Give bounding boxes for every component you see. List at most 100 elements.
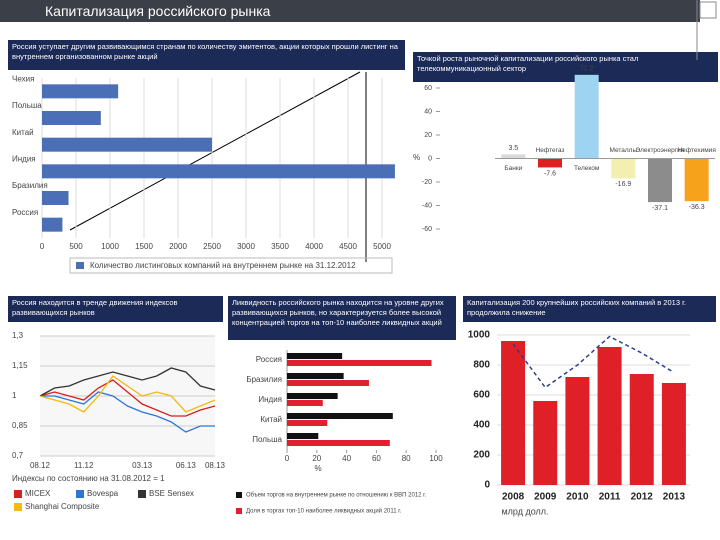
y-tick-label: 0 — [484, 480, 490, 491]
bar — [597, 347, 622, 485]
category-label: Польша — [12, 101, 42, 110]
bar — [287, 360, 432, 366]
legend-label: MICEX — [25, 489, 51, 498]
y-tick-label: 1 — [12, 391, 17, 400]
value-label: 3.5 — [508, 145, 518, 152]
bar — [287, 380, 369, 386]
category-label: Китай — [12, 128, 34, 137]
x-tick-label: 0 — [285, 454, 290, 463]
category-label: Россия — [12, 208, 38, 217]
legend-swatch — [14, 490, 22, 498]
x-tick-label: 40 — [342, 454, 351, 463]
category-label: Россия — [256, 355, 282, 364]
series-line — [40, 391, 215, 433]
legend-swatch — [138, 490, 146, 498]
y-tick-label: 1,15 — [12, 361, 28, 370]
x-tick-label: 0 — [40, 242, 45, 251]
slide-title: Капитализация российского рынка — [0, 0, 700, 22]
y-tick-label: -20 — [422, 179, 432, 186]
category-label: Банки — [504, 165, 522, 172]
bar — [287, 420, 328, 426]
bar — [42, 84, 119, 99]
legend-box — [69, 257, 393, 274]
x-tick-label: 06.13 — [176, 461, 197, 470]
bar — [574, 74, 599, 159]
caption: Ликвидность российского рынка находится … — [228, 296, 456, 340]
legend-label: Количество листинговых компаний на внутр… — [90, 261, 356, 270]
category-label: Электроэнергия — [636, 147, 685, 154]
y-tick-label: 800 — [473, 360, 490, 371]
x-tick-label: 2008 — [502, 492, 525, 503]
x-tick-label: 2000 — [169, 242, 187, 251]
series-line — [39, 379, 216, 417]
x-tick-label: 1500 — [135, 242, 153, 251]
y-axis-label: % — [413, 153, 420, 162]
x-tick-label: 4500 — [339, 242, 357, 251]
x-axis-label: млрд долл. — [501, 506, 548, 516]
bar — [501, 341, 526, 485]
y-tick-label: 20 — [424, 132, 432, 139]
value-label: -7.6 — [544, 170, 556, 177]
y-tick-label: 400 — [473, 420, 490, 431]
category-label: Индия — [258, 395, 282, 404]
x-tick-label: 1000 — [101, 242, 119, 251]
x-tick-label: 03.13 — [132, 461, 153, 470]
bar — [42, 164, 395, 179]
x-tick-label: 2012 — [631, 492, 654, 503]
y-tick-label: 1000 — [468, 330, 491, 341]
x-tick-label: 2010 — [566, 492, 589, 503]
arrow — [69, 71, 361, 231]
bar — [611, 158, 636, 179]
category-label: Польша — [252, 435, 282, 444]
x-tick-label: 2500 — [203, 242, 221, 251]
caption: Точкой роста рыночной капитализации росс… — [413, 52, 718, 82]
bar — [648, 158, 672, 203]
x-axis-label: % — [314, 464, 321, 473]
legend-label: BSE Sensex — [149, 489, 194, 498]
y-tick-label: 40 — [424, 108, 432, 115]
bar — [287, 413, 393, 419]
x-tick-label: 4000 — [305, 242, 323, 251]
x-tick-label: 20 — [312, 454, 321, 463]
y-tick-label: 1,3 — [12, 331, 24, 340]
caption: Капитализация 200 крупнейших российских … — [463, 296, 716, 322]
caption: Россия находится в тренде движения индек… — [8, 296, 223, 322]
category-label: Китай — [260, 415, 282, 424]
y-tick-label: 0,85 — [12, 421, 28, 430]
value-label: -36.3 — [689, 204, 705, 211]
bar — [661, 383, 686, 485]
x-tick-label: 60 — [372, 454, 381, 463]
note: Индексы по состоянию на 31.08.2012 = 1 — [12, 474, 165, 483]
x-tick-label: 80 — [402, 454, 411, 463]
x-tick-label: 5000 — [373, 242, 391, 251]
bar — [287, 433, 319, 439]
x-tick-label: 100 — [429, 454, 443, 463]
x-tick-label: 08.13 — [205, 461, 226, 470]
y-tick-label: 0,7 — [12, 451, 24, 460]
category-label: Телеком — [574, 165, 600, 172]
category-label: Чехия — [12, 74, 34, 83]
decor-box — [699, 1, 717, 19]
y-tick-label: 600 — [473, 390, 490, 401]
bar — [287, 400, 323, 406]
bar — [287, 373, 344, 379]
y-tick-label: 60 — [424, 85, 432, 92]
bar — [287, 440, 390, 446]
legend-swatch — [14, 503, 22, 511]
x-tick-label: 2009 — [534, 492, 557, 503]
x-tick-label: 3000 — [237, 242, 255, 251]
legend-label: Доля в торгах топ-10 наиболее ликвидных … — [246, 508, 402, 515]
value-label: 71.2 — [580, 66, 594, 73]
category-label: Индия — [12, 154, 36, 163]
x-tick-label: 3500 — [271, 242, 289, 251]
category-label: Бразилия — [12, 181, 48, 190]
series-line — [39, 367, 216, 397]
legend-swatch — [76, 490, 84, 498]
bar — [565, 377, 590, 485]
bar — [42, 217, 63, 232]
bar — [287, 393, 338, 399]
y-tick-label: -60 — [422, 226, 432, 233]
value-label: -16.9 — [615, 181, 631, 188]
